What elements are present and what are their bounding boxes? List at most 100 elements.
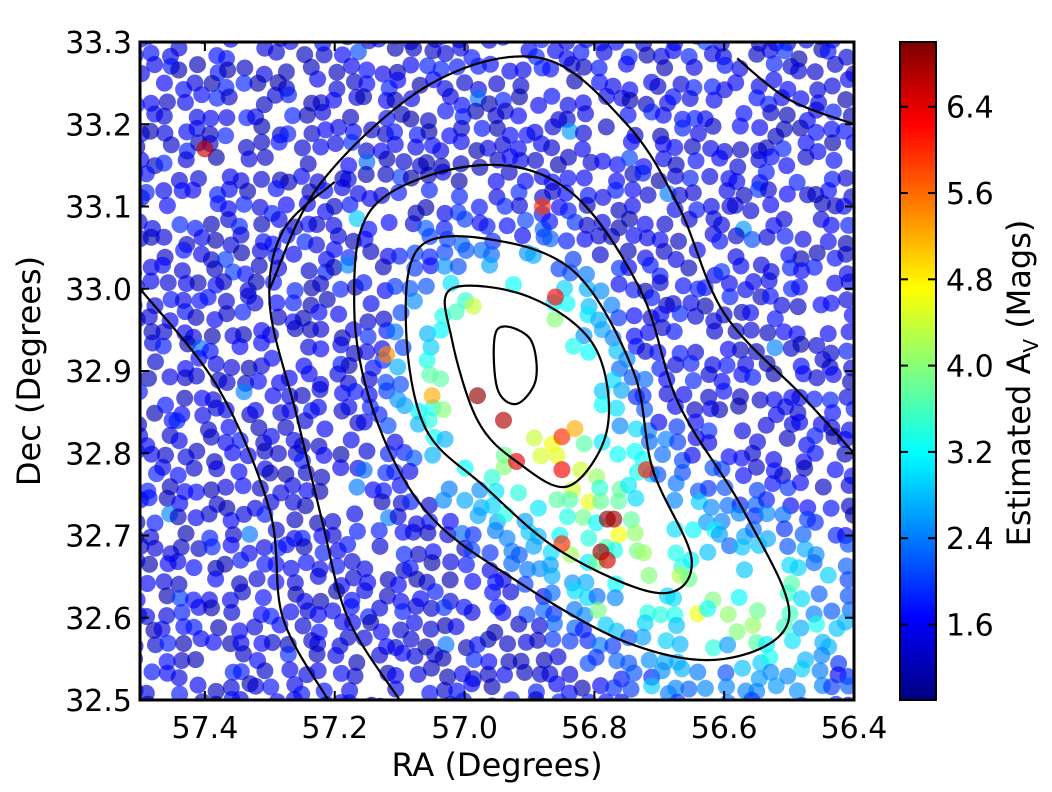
data-point bbox=[479, 630, 497, 648]
data-point bbox=[241, 525, 259, 543]
data-point bbox=[250, 257, 268, 275]
data-point bbox=[667, 356, 685, 374]
data-point bbox=[264, 387, 282, 405]
data-point bbox=[267, 180, 285, 198]
data-point bbox=[158, 197, 176, 215]
data-point bbox=[808, 369, 826, 387]
data-point bbox=[624, 197, 641, 215]
colorbar-frame bbox=[899, 41, 937, 701]
data-point bbox=[719, 605, 737, 623]
data-point bbox=[309, 567, 327, 585]
data-point bbox=[406, 647, 424, 665]
data-point bbox=[668, 418, 686, 436]
data-point bbox=[635, 544, 653, 562]
data-point bbox=[140, 684, 155, 700]
data-point bbox=[253, 170, 270, 188]
data-point bbox=[481, 544, 499, 562]
data-point bbox=[669, 433, 687, 451]
data-point bbox=[541, 213, 559, 231]
data-point bbox=[171, 589, 189, 607]
data-point bbox=[194, 406, 212, 424]
data-point bbox=[469, 387, 486, 405]
data-point bbox=[670, 232, 687, 250]
data-point bbox=[390, 184, 408, 202]
data-point bbox=[158, 93, 176, 111]
data-point bbox=[310, 303, 328, 321]
data-point bbox=[437, 102, 455, 120]
colorbar-label-suffix: (Mags) bbox=[1000, 220, 1038, 339]
x-tick-label: 56.4 bbox=[821, 711, 888, 746]
data-point bbox=[441, 512, 459, 530]
data-point bbox=[484, 497, 502, 515]
data-point bbox=[666, 491, 684, 509]
data-point bbox=[501, 62, 519, 80]
data-point bbox=[187, 483, 205, 501]
data-point bbox=[779, 537, 797, 555]
data-point bbox=[339, 536, 357, 553]
data-point bbox=[434, 401, 452, 419]
data-point bbox=[188, 442, 206, 460]
data-point bbox=[418, 154, 436, 172]
data-point bbox=[767, 677, 785, 695]
data-point bbox=[732, 257, 750, 275]
data-point bbox=[837, 557, 854, 575]
data-point bbox=[386, 42, 404, 57]
data-point bbox=[280, 173, 298, 191]
data-point bbox=[653, 662, 671, 680]
data-point bbox=[729, 158, 747, 176]
data-point bbox=[636, 370, 654, 388]
data-point bbox=[471, 158, 489, 176]
data-point bbox=[146, 539, 164, 557]
data-point bbox=[339, 628, 357, 646]
data-point bbox=[261, 464, 279, 482]
data-point bbox=[732, 141, 750, 159]
data-point bbox=[253, 215, 271, 233]
data-point bbox=[435, 491, 452, 509]
data-point bbox=[222, 536, 240, 554]
data-point bbox=[580, 343, 598, 361]
data-point bbox=[175, 241, 193, 259]
data-point bbox=[495, 411, 512, 429]
data-point bbox=[822, 294, 840, 312]
data-point bbox=[731, 341, 749, 359]
data-point bbox=[836, 122, 854, 140]
data-point bbox=[407, 597, 425, 615]
data-point bbox=[268, 693, 286, 700]
data-point bbox=[159, 634, 177, 652]
data-point bbox=[173, 603, 191, 621]
colorbar-tick-label: 6.4 bbox=[946, 91, 994, 126]
data-point bbox=[140, 575, 156, 592]
data-point bbox=[286, 511, 304, 529]
data-point bbox=[234, 303, 252, 321]
data-point bbox=[277, 418, 295, 436]
x-tick-label: 57.0 bbox=[431, 711, 498, 746]
data-point bbox=[340, 157, 358, 175]
data-point bbox=[419, 57, 437, 75]
data-point bbox=[480, 42, 498, 49]
data-point bbox=[578, 196, 596, 214]
data-point bbox=[447, 303, 465, 321]
data-point bbox=[734, 659, 751, 677]
data-point bbox=[682, 294, 700, 312]
data-point bbox=[590, 227, 608, 245]
data-point bbox=[594, 188, 612, 206]
data-point bbox=[378, 150, 396, 168]
data-point bbox=[757, 163, 775, 181]
data-point bbox=[426, 583, 444, 601]
data-point bbox=[348, 654, 366, 672]
data-point bbox=[823, 602, 841, 620]
data-point bbox=[636, 215, 654, 233]
data-point bbox=[230, 463, 248, 481]
data-point bbox=[312, 340, 330, 358]
data-point bbox=[683, 138, 701, 156]
data-point bbox=[420, 123, 438, 141]
data-point bbox=[797, 134, 815, 152]
data-point bbox=[417, 277, 435, 295]
data-point bbox=[824, 366, 842, 383]
y-axis-label: Dec (Degrees) bbox=[10, 256, 48, 486]
data-point bbox=[598, 551, 616, 569]
data-point bbox=[162, 136, 180, 154]
data-point bbox=[637, 342, 654, 360]
data-point bbox=[823, 678, 841, 696]
data-point bbox=[386, 136, 404, 153]
